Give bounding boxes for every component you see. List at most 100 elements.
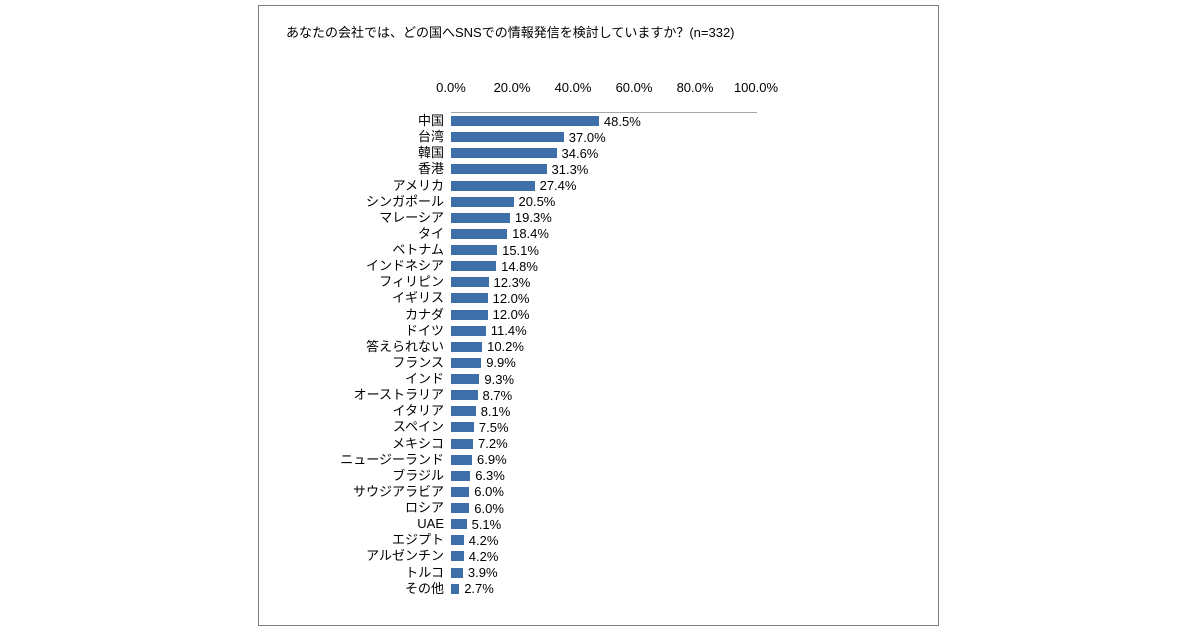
category-label: シンガポール [365, 193, 444, 209]
x-axis-tick-label: 60.0% [615, 80, 653, 95]
category-label: インド [404, 371, 444, 387]
chart-row: ロシア 6.0% [259, 500, 938, 516]
bar-track: 3.9% [451, 565, 938, 581]
bar-track: 37.0% [451, 129, 938, 145]
category-label: ドイツ [404, 322, 444, 338]
bar [451, 212, 510, 223]
value-label: 15.1% [502, 242, 539, 258]
chart-row: エジプト 4.2% [259, 532, 938, 548]
bar [451, 196, 514, 207]
chart-row: オーストラリア 8.7% [259, 387, 938, 403]
bar-track: 5.1% [451, 516, 938, 532]
x-axis-tick-label: 40.0% [554, 80, 592, 95]
bar-track: 7.5% [451, 419, 938, 435]
bar-track: 12.3% [451, 274, 938, 290]
chart-row: 答えられない 10.2% [259, 339, 938, 355]
value-label: 12.0% [492, 307, 530, 323]
bar [451, 519, 467, 530]
value-label: 10.2% [487, 339, 524, 355]
value-label: 6.3% [475, 468, 505, 484]
x-axis-tick-label: 80.0% [676, 80, 714, 95]
value-label: 4.2% [468, 548, 499, 564]
value-label: 9.9% [486, 355, 516, 371]
bar-track: 12.0% [451, 290, 938, 306]
bar [451, 148, 557, 159]
bar-track: 15.1% [451, 242, 938, 258]
bar [451, 261, 497, 272]
value-label: 20.5% [518, 194, 556, 210]
bar-track: 19.3% [451, 210, 938, 226]
bar [451, 341, 483, 352]
bar [451, 374, 480, 385]
bar [451, 406, 476, 417]
bar [451, 228, 508, 239]
category-label: イギリス [391, 290, 444, 306]
bar-track: 31.3% [451, 161, 938, 177]
bar-track: 14.8% [451, 258, 938, 274]
category-label: アルゼンチン [366, 548, 444, 564]
x-axis-tick-label: 20.0% [493, 80, 531, 95]
bar-track: 27.4% [451, 178, 938, 194]
bar-track: 2.7% [451, 581, 938, 597]
bar-track: 8.1% [451, 403, 938, 419]
chart-card: あなたの会社では、どの国へSNSでの情報発信を検討していますか？(n=332) … [258, 5, 939, 626]
chart-row: カナダ 12.0% [259, 307, 938, 323]
chart-row: インド 9.3% [259, 371, 938, 387]
bar-track: 4.2% [451, 532, 938, 548]
category-label: オーストラリア [353, 387, 444, 403]
value-label: 7.5% [478, 419, 509, 435]
bar [451, 116, 599, 127]
category-label: フランス [392, 354, 444, 370]
chart-row: マレーシア 19.3% [259, 210, 938, 226]
chart-row: UAE 5.1% [259, 516, 938, 532]
chart-row: 台湾 37.0% [259, 129, 938, 145]
category-label: サウジアラビア [352, 483, 444, 499]
category-label: ロシア [404, 500, 444, 516]
bar-track: 20.5% [451, 194, 938, 210]
bar-track: 6.0% [451, 500, 938, 516]
bar [451, 567, 463, 578]
value-label: 6.0% [474, 500, 504, 516]
chart-row: サウジアラビア 6.0% [259, 484, 938, 500]
bar-track: 9.3% [451, 371, 938, 387]
chart-row: イギリス 12.0% [259, 290, 938, 306]
bar [451, 325, 486, 336]
bar-track: 6.9% [451, 452, 938, 468]
chart-row: タイ 18.4% [259, 226, 938, 242]
value-label: 8.1% [480, 403, 511, 419]
chart-row: 香港 31.3% [259, 161, 938, 177]
value-label: 7.2% [478, 436, 508, 452]
value-label: 14.8% [501, 258, 538, 274]
chart-row: トルコ 3.9% [259, 565, 938, 581]
chart-row: ベトナム 15.1% [259, 242, 938, 258]
bar-track: 6.0% [451, 484, 938, 500]
bar-track: 9.9% [451, 355, 938, 371]
category-label: アメリカ [392, 177, 444, 193]
bar [451, 551, 464, 562]
chart-row: スペイン 7.5% [259, 419, 938, 435]
chart-row: ニュージーランド 6.9% [259, 452, 938, 468]
value-label: 11.4% [490, 323, 527, 339]
chart-row: インドネシア 14.8% [259, 258, 938, 274]
value-label: 5.1% [471, 516, 502, 532]
x-axis-tick-label: 0.0% [436, 80, 466, 95]
category-label: スペイン [392, 419, 444, 435]
bar-track: 4.2% [451, 548, 938, 564]
chart-row: アメリカ 27.4% [259, 178, 938, 194]
bar [451, 245, 498, 256]
bar-track: 34.6% [451, 145, 938, 161]
bar [451, 503, 470, 514]
chart-row: イタリア 8.1% [259, 403, 938, 419]
value-label: 3.9% [467, 565, 498, 581]
bar [451, 486, 470, 497]
bar-track: 6.3% [451, 468, 938, 484]
bar [451, 390, 478, 401]
bar [451, 180, 535, 191]
x-axis-labels: 0.0% 20.0% 40.0% 60.0% 80.0% 100.0% [436, 80, 778, 96]
category-label: 答えられない [365, 338, 444, 354]
chart-row: フィリピン 12.3% [259, 274, 938, 290]
bar-track: 12.0% [451, 307, 938, 323]
category-label: マレーシア [379, 209, 444, 225]
bar-track: 18.4% [451, 226, 938, 242]
